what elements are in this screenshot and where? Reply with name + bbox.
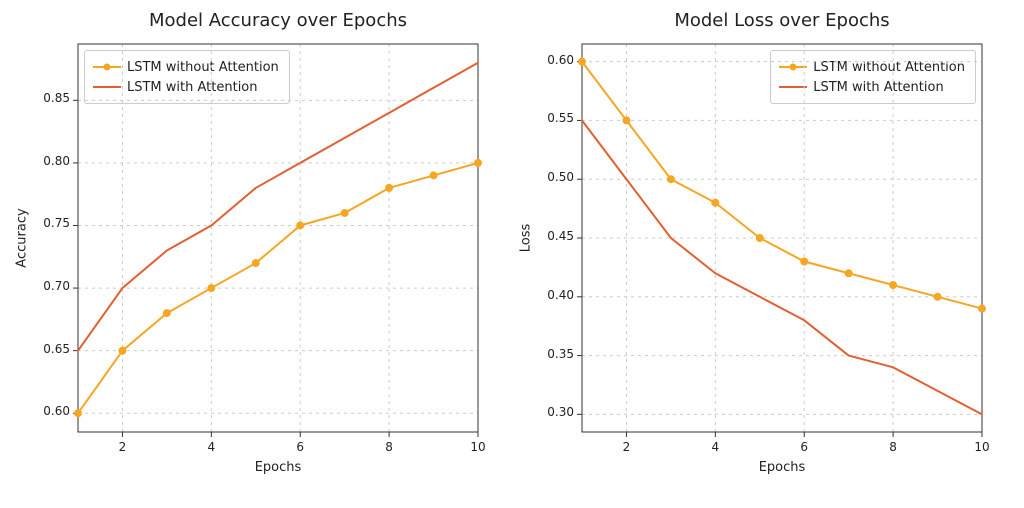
y-tick-label: 0.85 <box>43 91 70 105</box>
y-tick-label: 0.45 <box>547 229 574 243</box>
y-axis-label: Accuracy <box>15 44 30 432</box>
legend-item: LSTM without Attention <box>93 57 279 77</box>
legend-label: LSTM with Attention <box>127 80 258 95</box>
panel-title: Model Accuracy over Epochs <box>78 10 478 31</box>
legend-label: LSTM without Attention <box>127 60 279 75</box>
y-tick-label: 0.30 <box>547 405 574 419</box>
x-tick-label: 8 <box>873 440 913 454</box>
legend-item: LSTM with Attention <box>779 77 965 97</box>
y-tick-label: 0.70 <box>43 279 70 293</box>
y-tick-label: 0.80 <box>43 154 70 168</box>
figure: LSTM without Attention LSTM with Attentio… <box>0 0 1024 508</box>
y-tick-label: 0.60 <box>547 53 574 67</box>
legend-label: LSTM with Attention <box>813 80 944 95</box>
x-tick-label: 6 <box>784 440 824 454</box>
legend-swatch <box>779 80 807 94</box>
y-tick-label: 0.65 <box>43 342 70 356</box>
legend-label: LSTM without Attention <box>813 60 965 75</box>
y-tick-label: 0.55 <box>547 111 574 125</box>
x-tick-label: 8 <box>369 440 409 454</box>
legend-item: LSTM without Attention <box>779 57 965 77</box>
panel-title: Model Loss over Epochs <box>582 10 982 31</box>
x-tick-label: 4 <box>695 440 735 454</box>
y-tick-label: 0.40 <box>547 288 574 302</box>
y-tick-label: 0.35 <box>547 347 574 361</box>
legend-swatch <box>93 60 121 74</box>
legend: LSTM without Attention LSTM with Attentio… <box>770 50 976 104</box>
y-tick-label: 0.60 <box>43 404 70 418</box>
legend-item: LSTM with Attention <box>93 77 279 97</box>
y-tick-label: 0.50 <box>547 170 574 184</box>
x-axis-label: Epochs <box>582 460 982 475</box>
legend-swatch <box>93 80 121 94</box>
x-tick-label: 6 <box>280 440 320 454</box>
legend: LSTM without Attention LSTM with Attentio… <box>84 50 290 104</box>
x-axis-label: Epochs <box>78 460 478 475</box>
x-tick-label: 2 <box>606 440 646 454</box>
panel-accuracy: LSTM without Attention LSTM with Attentio… <box>78 44 478 432</box>
y-axis-label: Loss <box>519 44 534 432</box>
x-tick-label: 10 <box>458 440 498 454</box>
panel-loss: LSTM without Attention LSTM with Attentio… <box>582 44 982 432</box>
legend-swatch <box>779 60 807 74</box>
x-tick-label: 2 <box>102 440 142 454</box>
x-tick-label: 10 <box>962 440 1002 454</box>
y-tick-label: 0.75 <box>43 216 70 230</box>
x-tick-label: 4 <box>191 440 231 454</box>
